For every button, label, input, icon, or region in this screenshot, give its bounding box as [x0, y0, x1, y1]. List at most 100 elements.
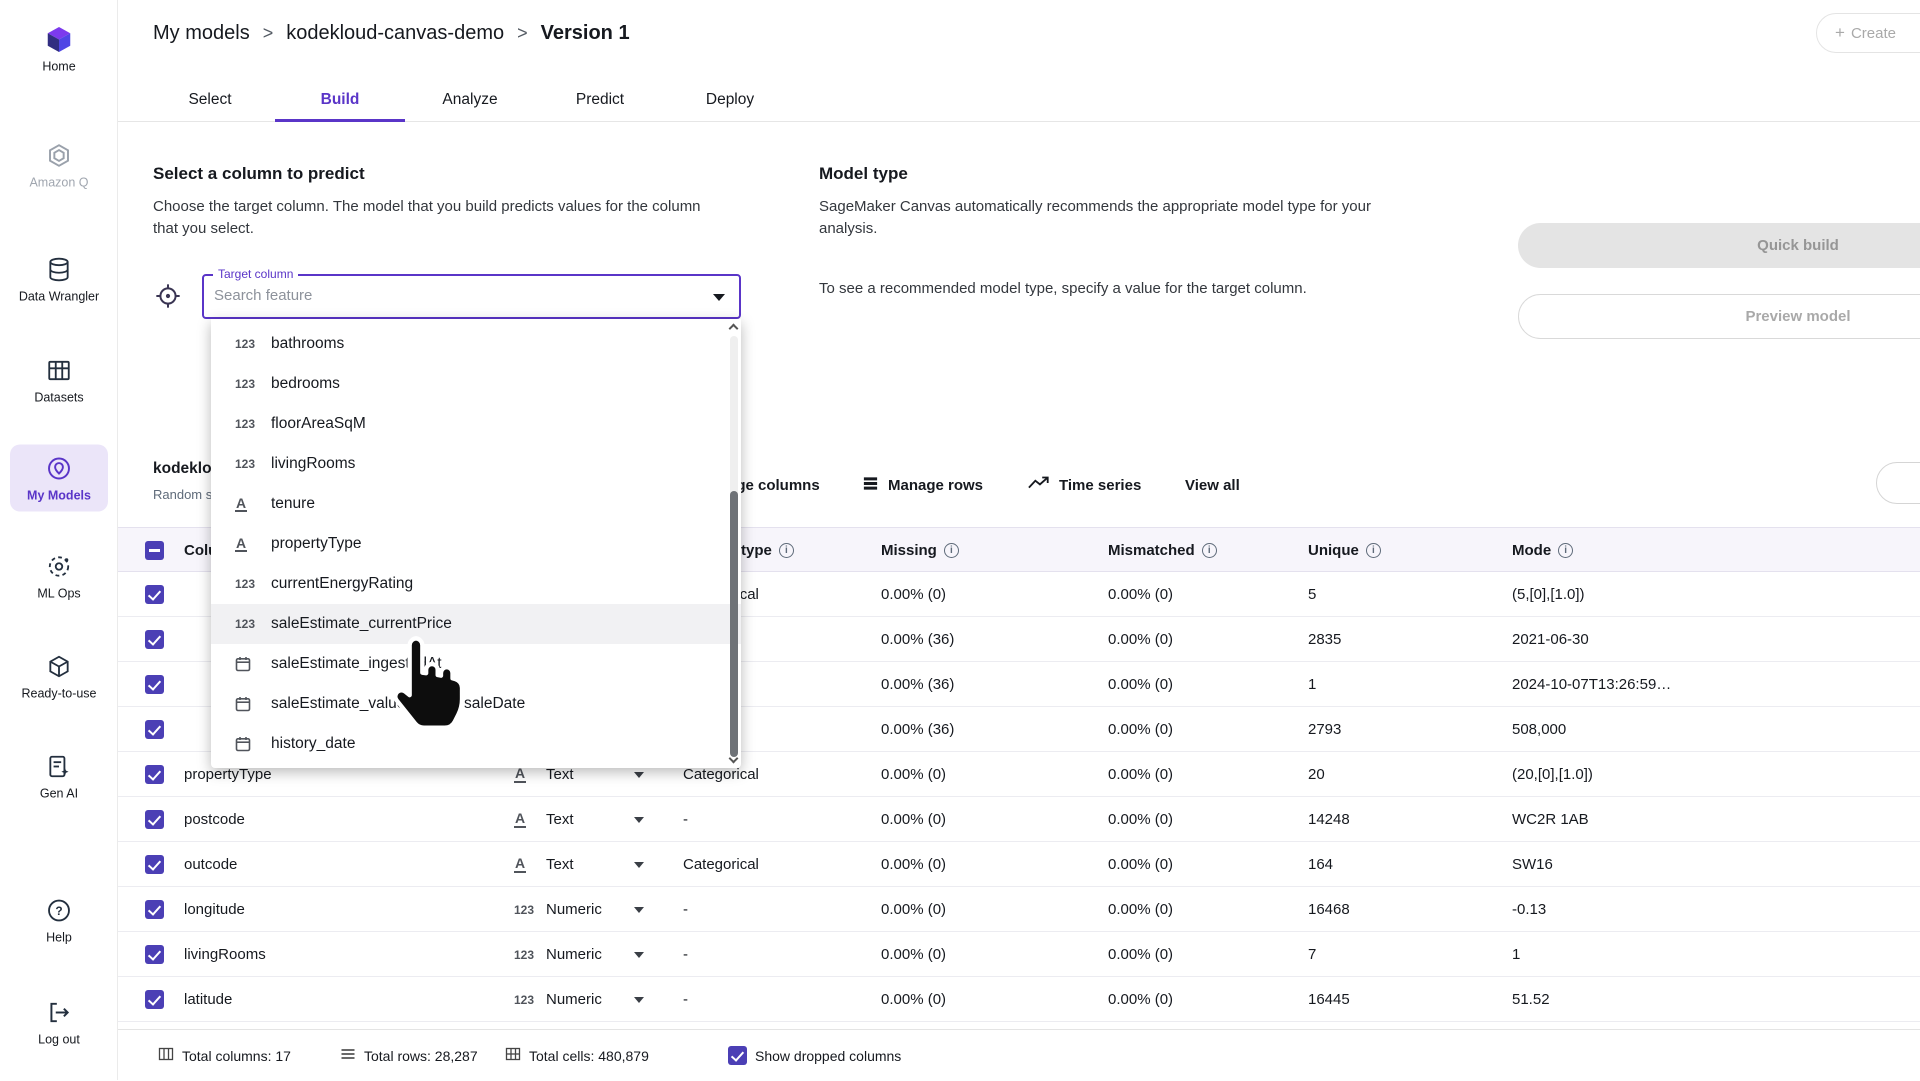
sidebar-item-label: Data Wrangler	[18, 289, 100, 304]
dropdown-option[interactable]: 123 floorAreaSqM	[211, 404, 741, 444]
numeric-icon: 123	[235, 617, 256, 631]
sidebar-item-home[interactable]: Home	[10, 16, 108, 83]
dropdown-option[interactable]: history_date	[211, 724, 741, 764]
dataset-search-box[interactable]	[1876, 462, 1920, 504]
row-checkbox[interactable]	[145, 630, 164, 649]
dropdown-scrollbar-thumb[interactable]	[730, 491, 738, 757]
row-checkbox[interactable]	[145, 810, 164, 829]
header-mode: Mode	[1512, 542, 1552, 559]
target-crosshair-icon	[154, 282, 182, 315]
table-row: livingRooms 123 Numeric - 0.00% (0) 0.00% (0)…	[118, 932, 1920, 977]
sidebar-item-ready-to-use[interactable]: Ready-to-use	[10, 643, 108, 710]
row-checkbox[interactable]	[145, 720, 164, 739]
sidebar-item-log-out[interactable]: Log out	[10, 989, 108, 1056]
chevron-down-icon[interactable]	[634, 996, 644, 1003]
gen-ai-icon	[10, 752, 108, 782]
sidebar-item-label: My Models	[27, 488, 91, 503]
tab-deploy[interactable]: Deploy	[705, 91, 755, 108]
view-all-button[interactable]: View all	[1185, 470, 1240, 500]
sidebar-item-data-wrangler[interactable]: Data Wrangler	[10, 246, 108, 313]
sidebar-item-datasets[interactable]: Datasets	[10, 347, 108, 414]
row-checkbox[interactable]	[145, 585, 164, 604]
target-section-description: Choose the target column. The model that…	[153, 198, 701, 237]
breadcrumb-separator: >	[262, 23, 274, 43]
dropdown-option[interactable]: 123 bedrooms	[211, 364, 741, 404]
cell-unique: 7	[1308, 946, 1317, 963]
info-icon[interactable]	[1558, 543, 1574, 558]
row-checkbox[interactable]	[145, 855, 164, 874]
cell-data-type[interactable]: A Text	[514, 765, 574, 783]
plus-icon: +	[1835, 23, 1845, 42]
info-icon[interactable]	[778, 543, 794, 558]
numeric-icon: 123	[514, 947, 535, 962]
time-series-button[interactable]: Time series	[1028, 470, 1141, 500]
dropdown-option[interactable]: 123 currentEnergyRating	[211, 564, 741, 604]
chevron-down-icon[interactable]	[634, 906, 644, 913]
info-icon[interactable]	[1201, 543, 1217, 558]
sidebar-item-my-models[interactable]: My Models	[10, 444, 108, 512]
info-icon[interactable]	[943, 543, 959, 558]
chevron-down-icon[interactable]	[634, 771, 644, 778]
tab-predict[interactable]: Predict	[575, 91, 625, 108]
cell-mismatched: 0.00% (0)	[1108, 766, 1174, 783]
select-all-checkbox[interactable]	[145, 541, 164, 560]
breadcrumb-model-name[interactable]: kodekloud-canvas-demo	[286, 22, 505, 44]
create-button[interactable]: + Create	[1816, 13, 1920, 53]
numeric-icon: 123	[235, 457, 256, 471]
dropdown-option[interactable]: 123 saleEstimate_currentPrice	[211, 604, 741, 644]
model-type-title: Model type	[819, 164, 908, 183]
sidebar: Home Amazon Q Data Wrangler Datasets My …	[0, 0, 118, 1080]
row-checkbox[interactable]	[145, 945, 164, 964]
tab-select[interactable]: Select	[188, 91, 232, 108]
cell-column-name: outcode	[184, 856, 238, 873]
cell-data-type[interactable]: A Text	[514, 810, 574, 828]
cell-vector-type: -	[683, 901, 688, 918]
chevron-down-icon[interactable]	[713, 294, 725, 301]
row-checkbox[interactable]	[145, 675, 164, 694]
chevron-down-icon[interactable]	[634, 951, 644, 958]
target-column-input[interactable]: Target column Search feature	[202, 267, 741, 319]
preview-model-button[interactable]: Preview model	[1518, 294, 1920, 339]
cell-unique: 2793	[1308, 721, 1342, 738]
target-column-dropdown: 123 bathrooms 123 bedrooms 123 floorAreaSqM 12…	[211, 319, 741, 768]
dropdown-option[interactable]: 123 livingRooms	[211, 444, 741, 484]
manage-rows-button[interactable]: Manage rows	[862, 470, 983, 500]
cell-data-type[interactable]: A Text	[514, 855, 574, 873]
text-icon: A	[514, 810, 527, 828]
tab-build[interactable]: Build	[275, 77, 405, 122]
sidebar-item-help[interactable]: ? Help	[10, 887, 108, 954]
quick-build-button[interactable]: Quick build	[1518, 223, 1920, 268]
table-icon	[10, 356, 108, 386]
sidebar-item-gen-ai[interactable]: Gen AI	[10, 743, 108, 810]
dropdown-option[interactable]: 123 bathrooms	[211, 324, 741, 364]
info-icon[interactable]	[1365, 543, 1381, 558]
calendar-icon	[235, 737, 251, 752]
breadcrumb-my-models[interactable]: My models	[153, 22, 250, 44]
sidebar-item-amazon-q[interactable]: Amazon Q	[10, 132, 108, 199]
tab-analyze[interactable]: Analyze	[442, 91, 498, 108]
show-dropped-columns-checkbox[interactable]	[728, 1046, 747, 1065]
cell-data-type[interactable]: 123 Numeric	[514, 991, 602, 1008]
cell-missing: 0.00% (0)	[881, 811, 947, 828]
sidebar-item-ml-ops[interactable]: ML Ops	[10, 543, 108, 610]
time-series-icon	[1028, 475, 1050, 495]
row-checkbox[interactable]	[145, 900, 164, 919]
cell-data-type[interactable]: 123 Numeric	[514, 946, 602, 963]
chevron-down-icon[interactable]	[634, 861, 644, 868]
dropdown-option[interactable]: saleEstimate_ingestedAt	[211, 644, 741, 684]
cell-missing: 0.00% (36)	[881, 631, 955, 648]
row-checkbox[interactable]	[145, 990, 164, 1009]
row-checkbox[interactable]	[145, 765, 164, 784]
sidebar-item-label: ML Ops	[37, 586, 81, 601]
log-out-icon	[10, 998, 108, 1028]
dropdown-option[interactable]: saleEstimate_valueChange.saleDate	[211, 684, 741, 724]
columns-grid-icon	[158, 1046, 174, 1065]
manage-rows-label: Manage rows	[888, 476, 984, 494]
sidebar-item-label: Help	[46, 930, 72, 945]
cell-data-type[interactable]: 123 Numeric	[514, 901, 602, 918]
chevron-down-icon[interactable]	[634, 816, 644, 823]
amazon-q-icon	[10, 141, 108, 171]
